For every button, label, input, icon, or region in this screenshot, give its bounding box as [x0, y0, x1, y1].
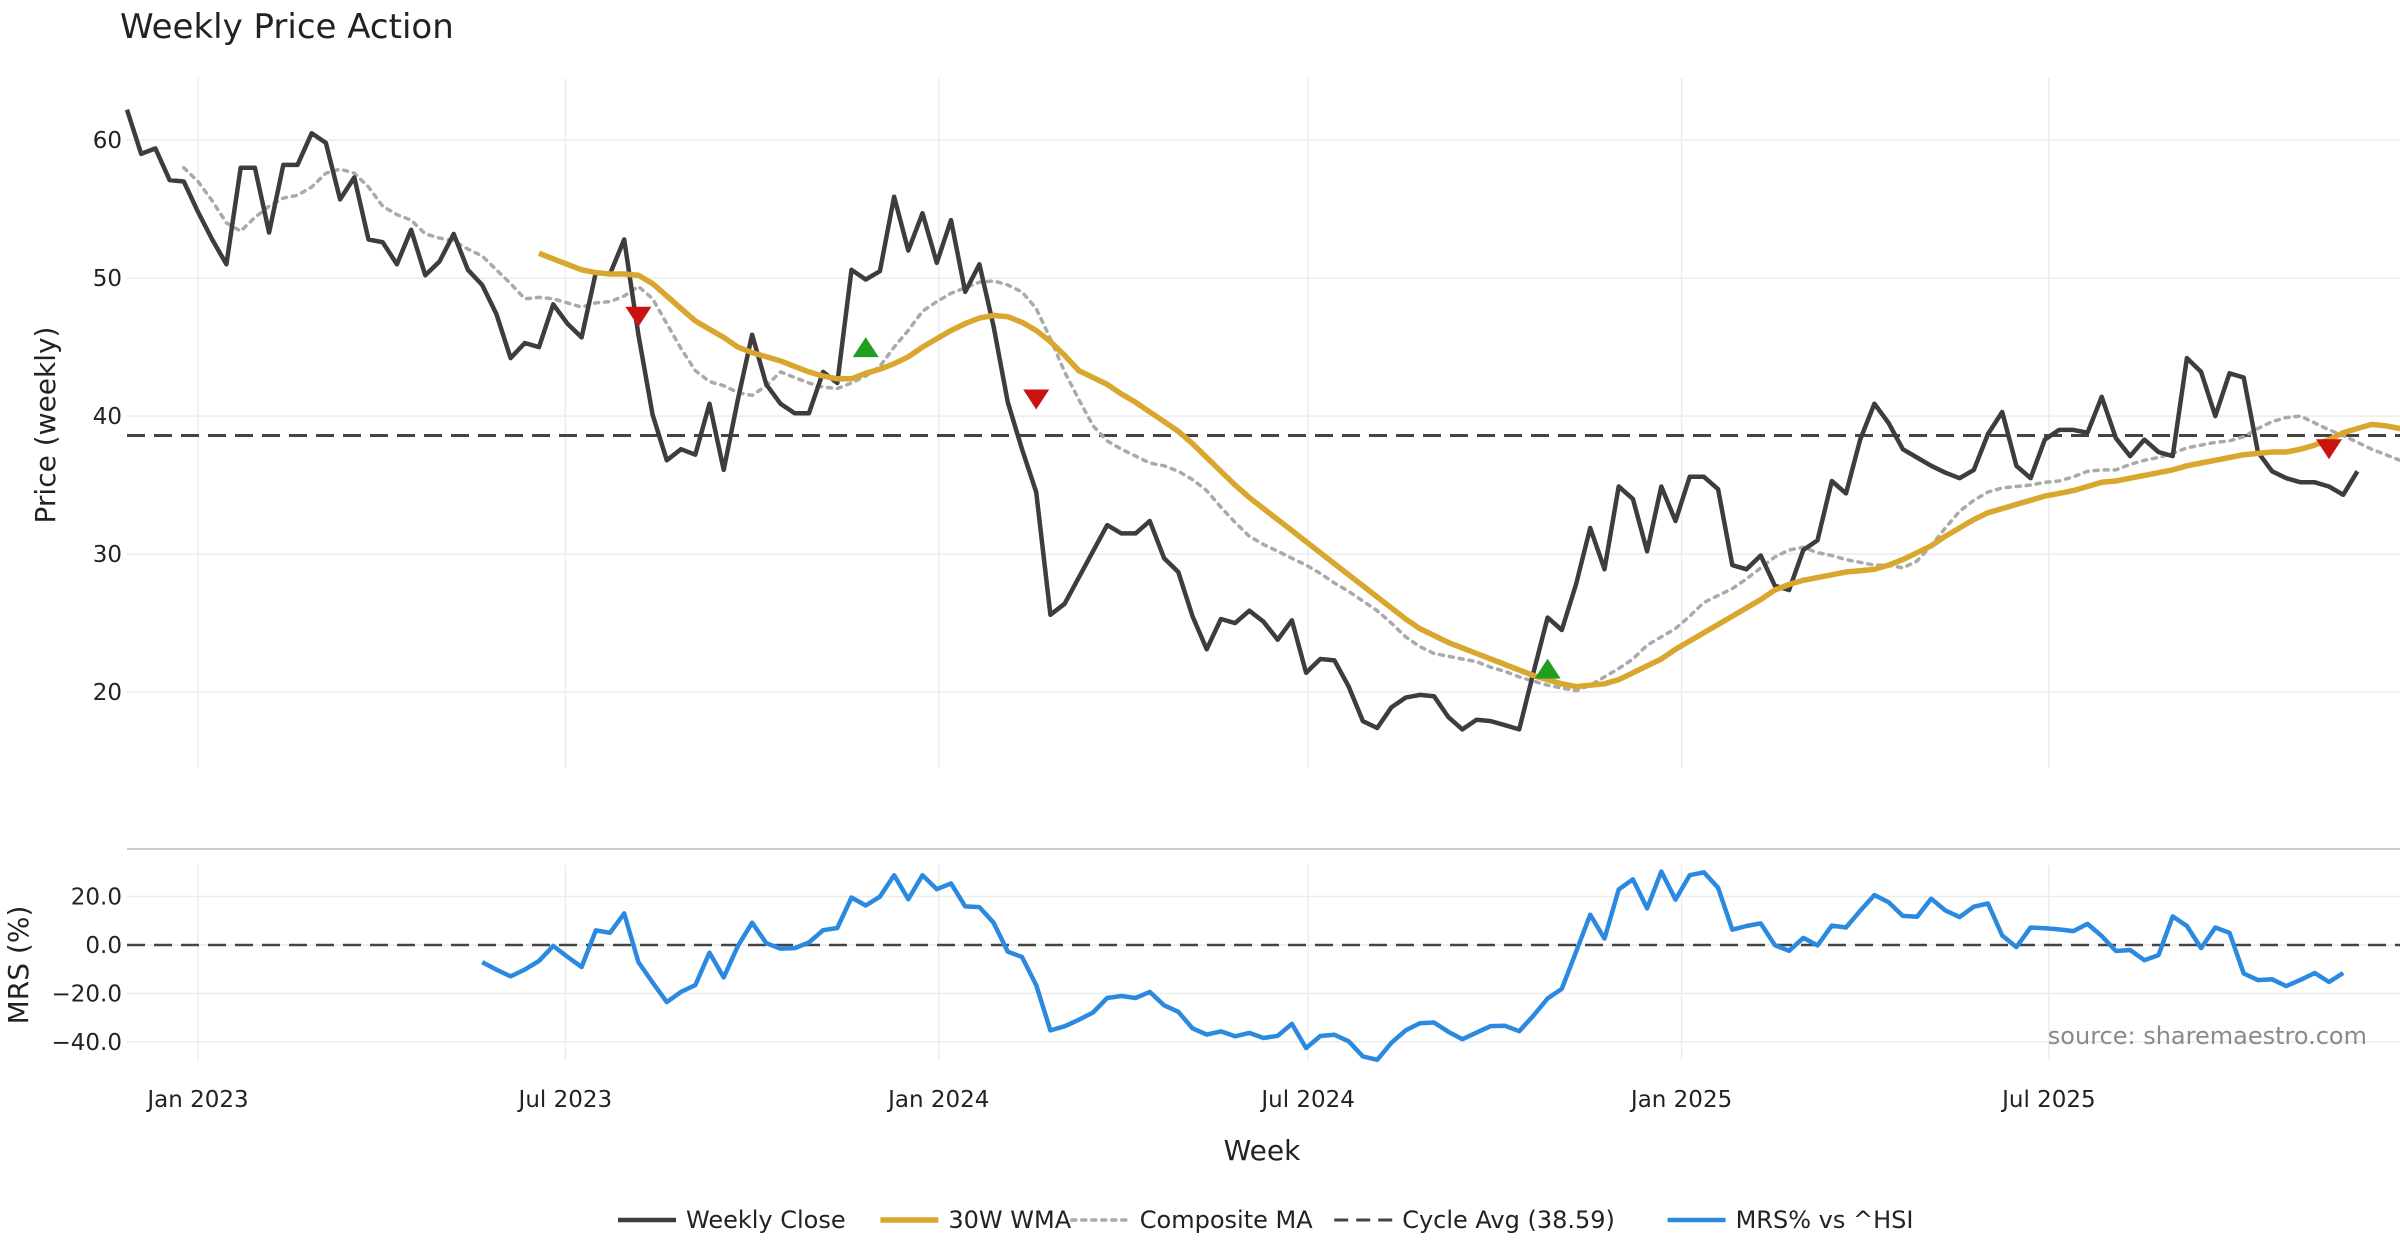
- x-tick-label: Jan 2023: [145, 1087, 248, 1113]
- legend: Weekly Close 30W WMA Composite MA Cycle Avg…: [618, 1206, 1913, 1234]
- buy-signal-marker: [852, 337, 879, 358]
- mrs-y-axis-label: MRS (%): [2, 906, 35, 1025]
- chart-title: Weekly Price Action: [120, 7, 454, 47]
- price-lines: [124, 109, 2400, 732]
- price-y-tick-label: 20: [93, 680, 122, 706]
- x-axis-ticks: Jan 2023 Jul 2023 Jan 2024 Jul 2024 Jan 2025…: [145, 1087, 2095, 1113]
- price-y-ticks: 20 30 40 50 60: [93, 128, 122, 706]
- legend-label-close: Weekly Close: [686, 1206, 846, 1234]
- mrs-series-line: [481, 869, 2345, 1063]
- composite-series-line: [182, 165, 2400, 693]
- legend-label-cycle: Cycle Avg (38.59): [1402, 1206, 1615, 1234]
- close-series-line: [124, 109, 2360, 732]
- mrs-y-ticks: −40.0 −20.0 0.0 20.0: [52, 884, 122, 1055]
- mrs-lines: [481, 869, 2345, 1063]
- legend-label-mrs: MRS% vs ^HSI: [1736, 1206, 1914, 1234]
- buy-signal-marker: [1534, 658, 1561, 679]
- price-y-tick-label: 30: [93, 542, 122, 568]
- source-note: source: sharemaestro.com: [2048, 1022, 2367, 1050]
- x-tick-label: Jan 2024: [886, 1087, 989, 1113]
- price-grid: [127, 78, 2400, 768]
- wma-series-line: [538, 250, 2400, 690]
- sell-signal-marker: [2315, 439, 2342, 460]
- price-y-tick-label: 60: [93, 128, 122, 154]
- price-y-tick-label: 40: [93, 404, 122, 430]
- x-tick-label: Jul 2023: [517, 1087, 613, 1113]
- x-axis-label: Week: [1224, 1134, 1301, 1167]
- price-y-tick-label: 50: [93, 266, 122, 292]
- sell-signal-marker: [625, 306, 652, 327]
- price-y-axis-label: Price (weekly): [29, 327, 62, 524]
- x-tick-label: Jul 2024: [1259, 1087, 1355, 1113]
- legend-label-composite: Composite MA: [1140, 1206, 1313, 1234]
- mrs-y-tick-label: 0.0: [85, 933, 122, 959]
- mrs-y-tick-label: −20.0: [52, 981, 122, 1007]
- x-tick-label: Jan 2025: [1629, 1087, 1732, 1113]
- mrs-y-tick-label: −40.0: [52, 1030, 122, 1056]
- legend-label-wma: 30W WMA: [948, 1206, 1071, 1234]
- mrs-y-tick-label: 20.0: [71, 884, 122, 910]
- signal-markers: [625, 306, 2342, 679]
- x-tick-label: Jul 2025: [2000, 1087, 2096, 1113]
- sell-signal-marker: [1023, 389, 1050, 410]
